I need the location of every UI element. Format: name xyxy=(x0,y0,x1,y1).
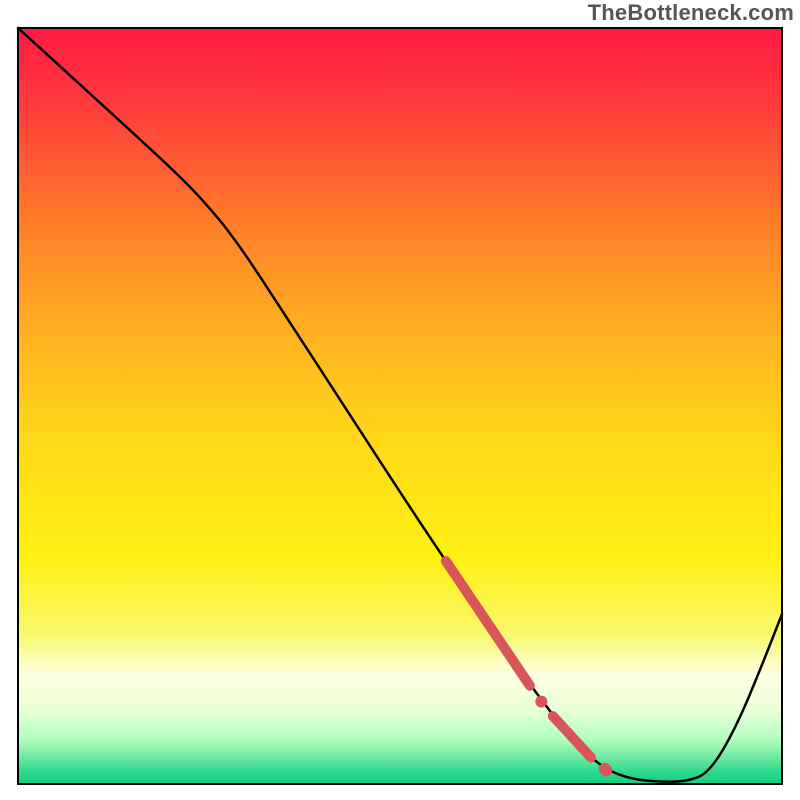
highlight-dot-2 xyxy=(599,763,611,775)
watermark-text: TheBottleneck.com xyxy=(588,0,794,26)
chart-svg xyxy=(0,0,800,800)
highlight-dot-0 xyxy=(535,696,547,708)
chart-container: TheBottleneck.com xyxy=(0,0,800,800)
plot-background xyxy=(18,28,782,784)
